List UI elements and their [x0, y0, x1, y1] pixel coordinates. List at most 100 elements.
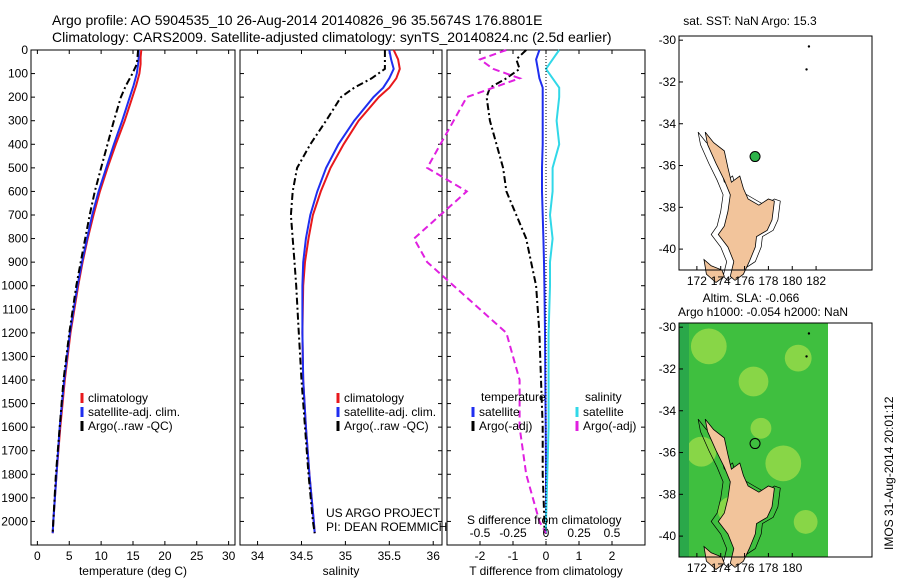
x-tick-label: 5: [66, 549, 73, 563]
map-y-tick-label: -40: [659, 529, 677, 543]
y-tick-label: 1200: [1, 326, 28, 340]
y-tick-label: 1400: [1, 373, 28, 387]
island-marker: [807, 332, 811, 335]
float-position-marker: [749, 151, 761, 163]
sla-anomaly: [784, 344, 812, 372]
sla-field-edge: [679, 323, 689, 557]
map-frame: [678, 35, 873, 271]
y-tick-label: 200: [8, 90, 28, 104]
y-tick-label: 1000: [1, 279, 28, 293]
temp-legend-label: satellite-adj. clim.: [88, 405, 180, 419]
x-tick-label: -1: [508, 549, 519, 563]
x-tick-label: 25: [190, 549, 204, 563]
map-x-tick-label: 176: [735, 561, 755, 575]
map-y-tick-label: -34: [659, 117, 677, 131]
map-y-tick-label: -36: [659, 446, 677, 460]
series-line-climatology: [51, 49, 143, 534]
x-tick-label: 30: [222, 549, 236, 563]
x-tick-label: 0: [34, 549, 41, 563]
diff-temp-legend-label: Argo(-adj): [479, 419, 532, 433]
x-tick-label: 10: [94, 549, 108, 563]
map-x-tick-label: 174: [711, 561, 731, 575]
map-x-tick-label: 172: [687, 274, 707, 288]
temp-legend-label: Argo(..raw -QC): [88, 419, 173, 433]
y-tick-label: 400: [8, 137, 28, 151]
x-top-tick-label: 0.25: [567, 526, 591, 540]
x-top-tick-label: -0.25: [499, 526, 527, 540]
diff-legend-title-sal: salinity: [585, 390, 622, 404]
x-tick-label: 34.5: [290, 549, 314, 563]
island-marker: [807, 45, 811, 48]
map-y-tick-label: -38: [659, 200, 677, 214]
sla-map-title-line1: Altim. SLA: -0.066: [703, 291, 800, 305]
map-x-tick-label: 182: [806, 274, 826, 288]
plot-title-line1: Argo profile: AO 5904535_10 26-Aug-2014 …: [52, 12, 543, 28]
series-line-argo-raw-qc-: [289, 50, 386, 534]
x-tick-label: -2: [475, 549, 486, 563]
sla-anomaly: [738, 366, 769, 397]
x-tick-label: 0: [543, 549, 550, 563]
sal-legend-label: climatology: [344, 391, 404, 405]
x-top-tick-label: 0.5: [604, 526, 621, 540]
y-tick-label: 800: [8, 232, 28, 246]
timestamp-stamp: IMOS 31-Aug-2014 20:01:12: [882, 396, 896, 550]
sst-map: -30 -32 -34 -36 -38 -40 172 174 176 178 180 182: [659, 33, 873, 288]
y-tick-label: 0: [21, 43, 28, 57]
map-y-tick-label: -38: [659, 487, 677, 501]
y-tick-label: 900: [8, 255, 28, 269]
y-tick-label: 1900: [1, 491, 28, 505]
map-y-tick-label: -32: [659, 362, 677, 376]
map-y-tick-label: -32: [659, 75, 677, 89]
map-x-tick-label: 180: [782, 561, 802, 575]
map-x-tick-label: 176: [735, 274, 755, 288]
map-x-tick-label: 174: [711, 274, 731, 288]
project-note: US ARGO PROJECT: [326, 506, 441, 520]
map-x-tick-label: 178: [758, 274, 778, 288]
island-marker: [805, 355, 808, 358]
float-position-marker: [749, 438, 761, 450]
land-south-island: [703, 545, 725, 571]
series-line-satellite-adj-clim-: [301, 49, 395, 534]
x-tick-label: 15: [126, 549, 140, 563]
land-north-island: [704, 418, 775, 568]
map-y-tick-label: -40: [659, 242, 677, 256]
sla-anomaly: [690, 328, 727, 365]
x-axis-label: salinity: [323, 564, 360, 578]
x-tick-label: 36: [427, 549, 441, 563]
series-line-satellite-adj-clim-: [51, 50, 140, 534]
y-tick-label: 100: [8, 67, 28, 81]
x-tick-label: 2: [609, 549, 616, 563]
x-tick-label: 20: [158, 549, 172, 563]
sla-map: -30 -32 -34 -36 -38 -40 172 174 176 178 180: [659, 320, 873, 575]
plot-title-line2: Climatology: CARS2009. Satellite-adjuste…: [52, 29, 612, 45]
sal-legend-label: Argo(..raw -QC): [344, 419, 429, 433]
diff-sal-legend-label: Argo(-adj): [583, 419, 636, 433]
y-tick-label: 600: [8, 184, 28, 198]
sla-anomaly: [686, 436, 717, 467]
y-tick-label: 1800: [1, 467, 28, 481]
y-tick-label: 1100: [2, 302, 28, 316]
x-tick-label: 35: [339, 549, 353, 563]
series-line-temperature-satellite: [535, 49, 547, 534]
sst-map-title: sat. SST: NaN Argo: 15.3: [683, 14, 817, 28]
y-tick-label: 300: [8, 114, 28, 128]
y-tick-label: 1700: [1, 444, 28, 458]
x-tick-label: 35.5: [378, 549, 402, 563]
map-y-tick-label: -30: [659, 320, 677, 334]
x-axis-label: T difference from climatology: [469, 564, 623, 578]
land-north-island: [704, 131, 775, 281]
map-frame: [678, 322, 873, 558]
x-top-axis-label: S difference from climatology: [467, 513, 622, 527]
x-top-tick-label: -0.5: [470, 526, 491, 540]
y-tick-label: 700: [8, 208, 28, 222]
island-marker: [805, 68, 808, 71]
y-tick-label: 2000: [1, 514, 28, 528]
map-x-tick-label: 180: [782, 274, 802, 288]
temperature-profile-frame: [30, 49, 236, 546]
series-line-salinity-satellite: [544, 49, 561, 534]
diff-sal-legend-label: satellite: [583, 405, 624, 419]
series-line-climatology: [301, 49, 401, 534]
y-tick-label: 500: [8, 161, 28, 175]
sla-map-title-line2: Argo h1000: -0.054 h2000: NaN: [678, 305, 848, 319]
